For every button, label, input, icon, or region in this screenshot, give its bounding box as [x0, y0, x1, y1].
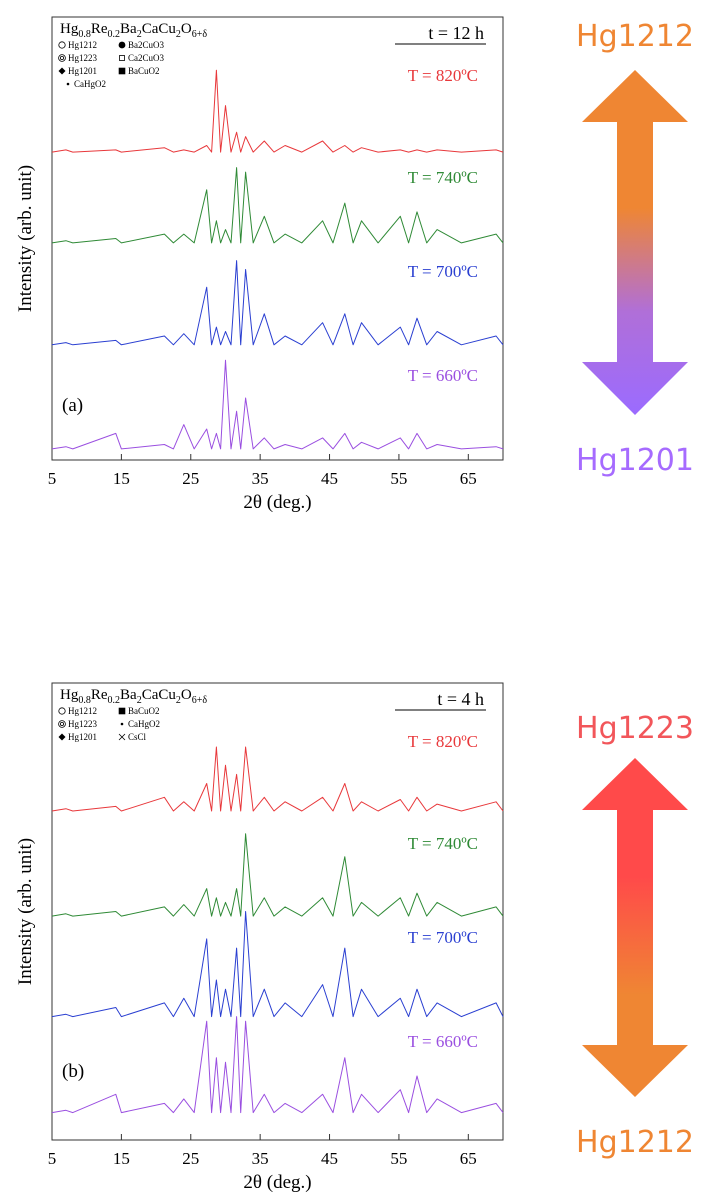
time-label: t = 12 h [428, 23, 484, 43]
side-label: Hg1212 [576, 19, 694, 54]
xrd-trace [51, 69, 504, 153]
x-tick-label: 35 [252, 1149, 269, 1168]
legend-symbol [58, 720, 66, 728]
title-part: 2 [137, 29, 142, 40]
x-tick-label: 45 [321, 469, 338, 488]
y-axis-label: Intensity (arb. unit) [15, 165, 36, 312]
y-axis-label: Intensity (arb. unit) [15, 838, 36, 985]
panel-label: (a) [62, 395, 83, 416]
x-tick-label: 55 [390, 1149, 407, 1168]
title-part: Hg [60, 687, 79, 703]
title-part: Hg [60, 21, 79, 37]
x-tick-label: 65 [460, 1149, 477, 1168]
legend-symbol [120, 722, 124, 726]
series-label: T = 660ºC [408, 366, 478, 385]
legend-label: Ba2CuO3 [128, 40, 165, 50]
legend-symbol [58, 41, 66, 49]
xrd-trace [51, 359, 504, 450]
x-tick-label: 25 [182, 469, 199, 488]
x-tick-label: 55 [390, 469, 407, 488]
series-label: T = 820ºC [408, 66, 478, 85]
legend-symbol [58, 707, 66, 715]
xrd-trace [51, 746, 504, 812]
title-part: 0.2 [108, 695, 121, 706]
plot-frame [51, 16, 504, 461]
arrow [582, 70, 688, 415]
title-part: 6+δ [192, 695, 208, 706]
legend-symbol [118, 67, 126, 75]
xrd-trace [51, 911, 504, 1018]
panel-label: (b) [62, 1061, 84, 1082]
title-part: Ba [120, 21, 137, 37]
plot-frame [51, 682, 504, 1141]
time-label: t = 4 h [437, 689, 484, 709]
title-part: Re [91, 21, 108, 37]
legend-symbol [60, 56, 65, 61]
side-label: Hg1201 [576, 443, 694, 478]
xrd-trace [51, 833, 504, 917]
legend-label: Hg1201 [68, 66, 97, 76]
legend-symbol [66, 82, 70, 86]
legend-label: BaCuO2 [128, 66, 160, 76]
title-part: Ba [120, 687, 137, 703]
series-label: T = 740ºC [408, 168, 478, 187]
xrd-trace [51, 167, 504, 244]
x-tick-label: 25 [182, 1149, 199, 1168]
x-axis-label: 2θ (deg.) [243, 492, 311, 513]
x-axis-label: 2θ (deg.) [243, 1172, 311, 1193]
xrd-trace [51, 1016, 504, 1114]
legend-symbol [118, 41, 126, 49]
legend-label: Hg1212 [68, 706, 97, 716]
legend-label: CaHgO2 [74, 79, 106, 89]
legend-label: Hg1201 [68, 732, 97, 742]
legend-label: Hg1223 [68, 719, 97, 729]
arrow [582, 758, 688, 1097]
legend-label: Hg1212 [68, 40, 97, 50]
x-tick-label: 65 [460, 469, 477, 488]
title-part: O [181, 21, 192, 37]
title-part: Re [91, 687, 108, 703]
title-part: CaCu [142, 21, 177, 37]
series-label: T = 740ºC [408, 834, 478, 853]
legend-symbol [58, 733, 66, 741]
legend-symbol [58, 67, 66, 75]
x-tick-label: 15 [113, 469, 130, 488]
legend-symbol [58, 54, 66, 62]
title: Hg0.8Re0.2Ba2CaCu2O6+δ [60, 687, 207, 706]
side-label: Hg1212 [576, 1125, 694, 1160]
legend-label: CsCl [128, 732, 147, 742]
title-part: CaCu [142, 687, 177, 703]
title-part: 0.8 [78, 695, 91, 706]
legend-symbol [118, 733, 126, 741]
series-label: T = 700ºC [408, 262, 478, 281]
title-part: O [181, 687, 192, 703]
series-label: T = 700ºC [408, 928, 478, 947]
title-part: 2 [176, 29, 181, 40]
legend-label: BaCuO2 [128, 706, 160, 716]
legend-symbol [119, 55, 125, 61]
legend-symbol [60, 722, 65, 727]
legend-symbol [118, 707, 126, 715]
title-part: 2 [176, 695, 181, 706]
title-part: 2 [137, 695, 142, 706]
legend-label: CaHgO2 [128, 719, 160, 729]
x-tick-label: 45 [321, 1149, 338, 1168]
x-tick-label: 15 [113, 1149, 130, 1168]
title: Hg0.8Re0.2Ba2CaCu2O6+δ [60, 21, 207, 40]
legend-label: Ca2CuO3 [128, 53, 165, 63]
title-part: 0.8 [78, 29, 91, 40]
legend-label: Hg1223 [68, 53, 97, 63]
series-label: T = 660ºC [408, 1032, 478, 1051]
x-tick-label: 5 [48, 1149, 57, 1168]
title-part: 0.2 [108, 29, 121, 40]
xrd-trace [51, 260, 504, 346]
x-tick-label: 35 [252, 469, 269, 488]
series-label: T = 820ºC [408, 732, 478, 751]
x-tick-label: 5 [48, 469, 57, 488]
side-label: Hg1223 [576, 711, 694, 746]
title-part: 6+δ [192, 29, 208, 40]
